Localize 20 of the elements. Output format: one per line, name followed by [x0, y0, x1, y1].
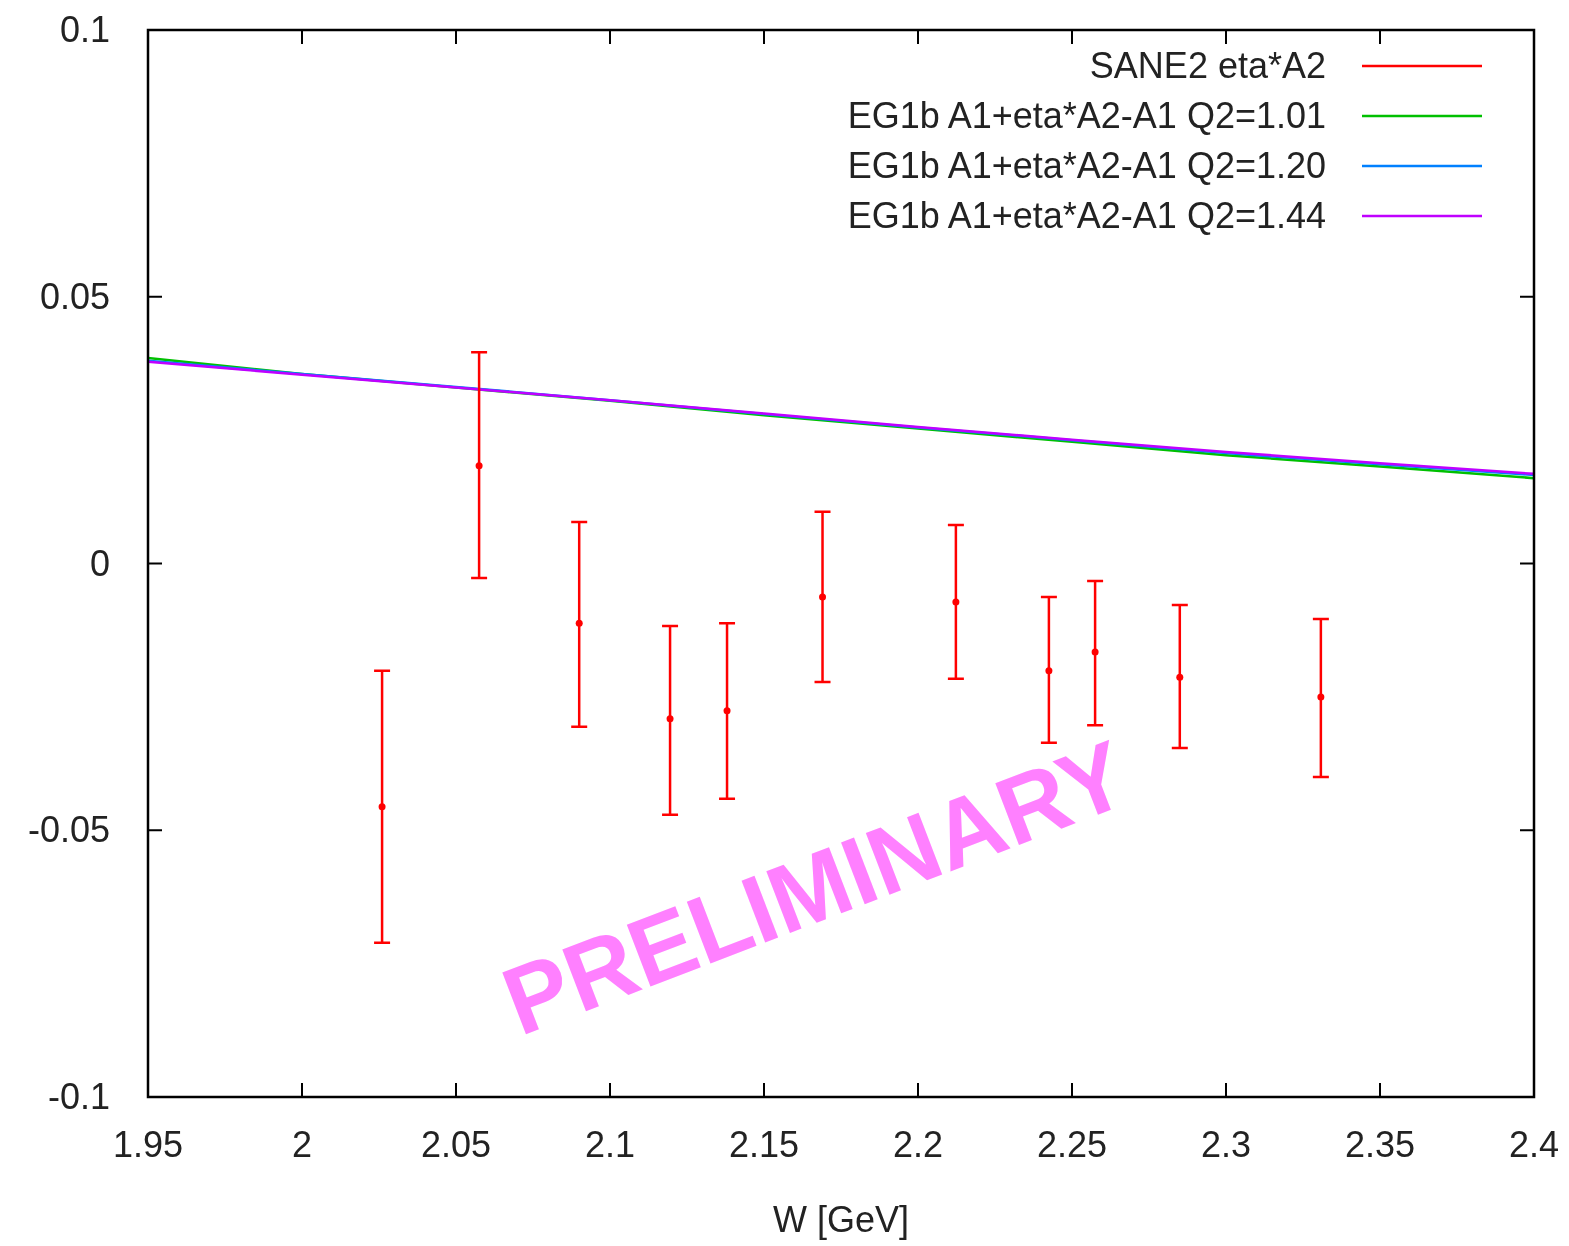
- x-tick-label: 2.3: [1200, 1124, 1252, 1165]
- x-tick-label: 2: [291, 1124, 313, 1165]
- legend-label: EG1b A1+eta*A2-A1 Q2=1.20: [847, 145, 1326, 186]
- x-tick-label: 2.35: [1344, 1124, 1416, 1165]
- legend-label: EG1b A1+eta*A2-A1 Q2=1.01: [847, 95, 1326, 136]
- y-tick-label: 0.05: [39, 275, 110, 317]
- x-tick-label: 2.15: [728, 1124, 800, 1165]
- y-tick-label: 0: [89, 542, 110, 584]
- x-tick-label: 2.05: [420, 1124, 492, 1165]
- y-tick-label: -0.05: [27, 809, 110, 851]
- x-tick-label: 2.4: [1508, 1124, 1560, 1165]
- y-tick-label: 0.1: [59, 9, 110, 50]
- x-tick-label: 2.1: [584, 1124, 636, 1165]
- x-tick-label: 2.2: [892, 1124, 944, 1165]
- x-tick-label: 2.25: [1036, 1124, 1108, 1165]
- x-tick-label: 1.95: [112, 1124, 184, 1165]
- y-tick-label: -0.1: [47, 1076, 110, 1117]
- legend-label: EG1b A1+eta*A2-A1 Q2=1.44: [847, 195, 1326, 236]
- x-axis-title: W [GeV]: [772, 1199, 910, 1240]
- legend-label: SANE2 eta*A2: [1089, 45, 1326, 86]
